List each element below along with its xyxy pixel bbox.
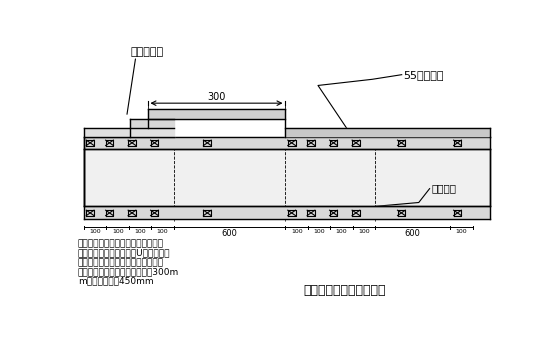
Text: 柱两侧第一排止水螺杆竖向间距300m: 柱两侧第一排止水螺杆竖向间距300m	[78, 267, 179, 276]
Text: 600: 600	[405, 230, 421, 238]
Text: 100: 100	[336, 230, 347, 235]
Text: 止水螺杆: 止水螺杆	[431, 184, 456, 194]
Text: m，其余间距为450mm: m，其余间距为450mm	[78, 276, 153, 285]
Text: 100: 100	[134, 230, 146, 235]
Text: 100: 100	[112, 230, 123, 235]
Text: 600: 600	[222, 230, 237, 238]
Text: 定型钢模板: 定型钢模板	[131, 47, 164, 57]
Text: 55型钢模板: 55型钢模板	[403, 70, 444, 80]
Text: 100: 100	[157, 230, 169, 235]
Text: 100: 100	[358, 230, 370, 235]
Text: 注：大模板与小钢模连接处，定型作: 注：大模板与小钢模连接处，定型作	[78, 239, 164, 249]
Text: 300: 300	[207, 91, 226, 102]
Text: 大模板与小钢模连接构造: 大模板与小钢模连接构造	[304, 284, 386, 297]
Text: 100: 100	[456, 230, 467, 235]
Text: 接固定，墙面支撑体系按照常规做法: 接固定，墙面支撑体系按照常规做法	[78, 258, 164, 267]
Text: 100: 100	[314, 230, 325, 235]
Text: 100: 100	[291, 230, 302, 235]
Text: 成与小钢模孔径对应，用U型卡满布连: 成与小钢模孔径对应，用U型卡满布连	[78, 249, 170, 258]
Text: 100: 100	[90, 230, 101, 235]
